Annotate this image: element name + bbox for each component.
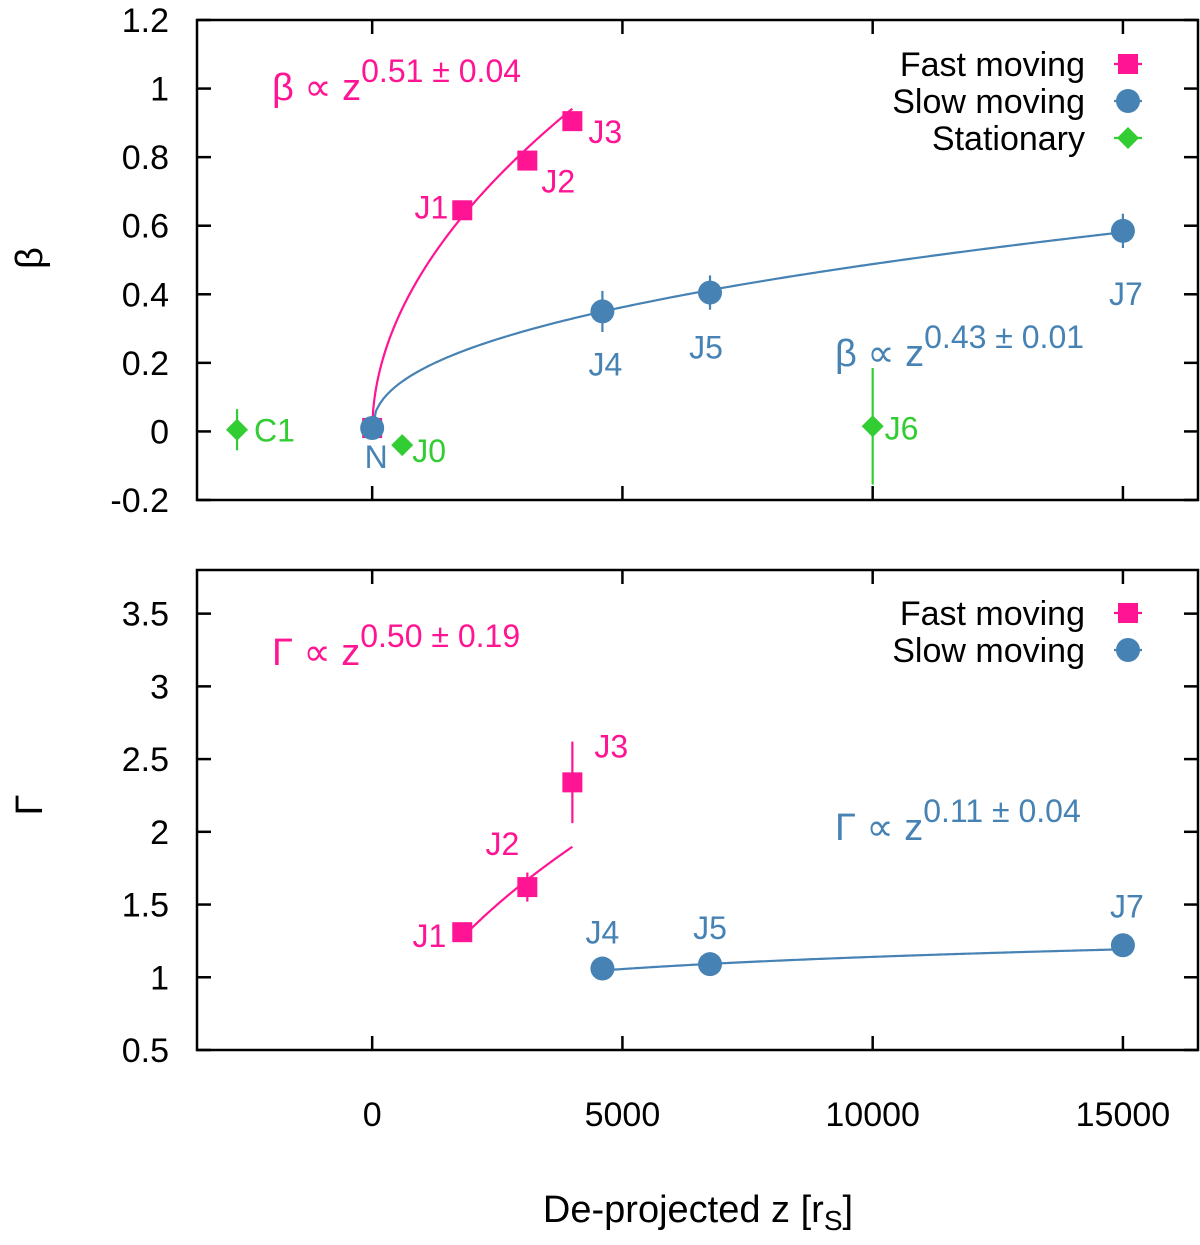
y-tick-label: 0.5: [122, 1032, 169, 1070]
y-tick-label: 1: [150, 71, 169, 109]
legend-label-stationary: Stationary: [932, 120, 1085, 158]
gamma-panel-frame: [195, 568, 1200, 1052]
legend-label-slow-moving: Slow moving: [892, 632, 1085, 670]
y-tick-label: 1: [150, 959, 169, 997]
y-tick-label: 3.5: [122, 596, 169, 634]
fit-curve-slow-moving: [602, 948, 1123, 972]
y-tick-label: 0.4: [122, 276, 169, 314]
series-stationary: C1 J0 J6: [226, 368, 918, 485]
legend-marker-slow-moving: [1116, 89, 1140, 113]
point-j6: [861, 415, 884, 438]
series-fast-moving: J1 J2 J3 Γ ∝ z0.50 ± 0.19: [272, 618, 628, 954]
legend-marker-stationary: [1117, 127, 1139, 149]
fit-label-base: Γ ∝ z: [835, 807, 923, 849]
point-j4: [590, 956, 615, 981]
fit-label-exponent: 0.51 ± 0.04: [361, 53, 521, 89]
legend-marker-slow-moving: [1116, 638, 1140, 662]
point-j3: [562, 772, 583, 793]
y-tick-label: 0: [150, 413, 169, 451]
point-j1: [452, 922, 473, 943]
point-j5: [698, 952, 723, 977]
gamma-panel-y-axis-title: Γ: [9, 795, 51, 816]
point-label-j7: J7: [1110, 888, 1144, 924]
point-label-j1: J1: [414, 189, 448, 225]
series-fast-moving: J1 J2 J3 β ∝ z0.51 ± 0.04: [272, 53, 622, 438]
point-label-j5: J5: [689, 330, 723, 366]
y-tick-label: 1.2: [122, 2, 169, 40]
fit-label-exponent: 0.43 ± 0.01: [924, 319, 1084, 355]
point-j2: [517, 877, 538, 898]
fit-label-slow-moving: β ∝ z0.43 ± 0.01: [835, 319, 1084, 375]
point-label-j7: J7: [1109, 276, 1143, 312]
y-tick-label: 3: [150, 668, 169, 706]
fit-label-exponent: 0.11 ± 0.04: [923, 793, 1081, 829]
x-tick-label: 5000: [585, 1096, 661, 1134]
fit-label-base: β ∝ z: [835, 333, 924, 375]
point-j1: [452, 200, 473, 221]
point-label-j5: J5: [693, 910, 727, 946]
fit-label-base: β ∝ z: [272, 67, 361, 109]
point-j0: [391, 434, 414, 457]
fit-label-fast-moving: Γ ∝ z0.50 ± 0.19: [272, 618, 520, 674]
series-slow-moving: N J4 J5 J7 β ∝ z0.43 ± 0.01: [360, 213, 1143, 475]
x-axis-title-base: De-projected z [r: [543, 1189, 824, 1231]
point-label-j2: J2: [486, 826, 520, 862]
point-label-n: N: [365, 439, 388, 475]
point-j2: [517, 150, 538, 171]
fit-curve-fast-moving: [461, 845, 573, 939]
fit-label-base: Γ ∝ z: [272, 632, 360, 674]
series-slow-moving: J4 J5 J7 Γ ∝ z0.11 ± 0.04: [586, 793, 1144, 981]
point-j7: [1110, 218, 1135, 243]
legend-marker-fast-moving: [1118, 603, 1138, 623]
point-j4: [590, 299, 615, 324]
point-label-j3: J3: [588, 114, 622, 150]
y-tick-label: 0.2: [122, 345, 169, 383]
legend-marker-fast-moving: [1118, 54, 1138, 74]
fit-curve-fast-moving: [371, 107, 574, 432]
point-label-c1: C1: [254, 413, 295, 449]
fit-label-slow-moving: Γ ∝ z0.11 ± 0.04: [835, 793, 1081, 849]
legend-label-slow-moving: Slow moving: [892, 83, 1085, 121]
point-label-j3: J3: [594, 728, 628, 764]
point-j5: [698, 280, 723, 305]
point-label-j0: J0: [412, 433, 446, 469]
fit-curve-slow-moving: [371, 231, 1124, 432]
point-label-j1: J1: [412, 918, 446, 954]
beta-panel-frame: [195, 18, 1200, 502]
gamma-panel: 0.5 1 1.5 2 2.5 3 3.5 0 5000 10000 15000 Γ J1 J2 J3 Γ ∝…: [9, 568, 1200, 1134]
legend-label-fast-moving: Fast moving: [900, 595, 1085, 633]
point-label-j4: J4: [589, 346, 623, 382]
point-label-j6: J6: [885, 410, 919, 446]
point-n: [360, 416, 385, 440]
x-axis-title-sub: S: [824, 1205, 843, 1236]
point-label-j2: J2: [541, 164, 575, 200]
fit-label-exponent: 0.50 ± 0.19: [360, 618, 520, 654]
y-tick-label: 0.8: [122, 139, 169, 177]
fit-label-fast-moving: β ∝ z0.51 ± 0.04: [272, 53, 521, 109]
point-j7: [1110, 933, 1135, 958]
x-tick-label: 15000: [1076, 1096, 1171, 1134]
y-tick-label: 0.6: [122, 208, 169, 246]
beta-panel-y-axis-title: β: [9, 247, 51, 269]
y-tick-label: -0.2: [110, 482, 169, 520]
point-label-j4: J4: [586, 915, 620, 951]
y-tick-label: 2: [150, 814, 169, 852]
x-axis-title-end: ]: [843, 1189, 854, 1231]
y-tick-label: 1.5: [122, 887, 169, 925]
point-c1: [226, 418, 249, 441]
legend-label-fast-moving: Fast moving: [900, 46, 1085, 84]
y-tick-label: 2.5: [122, 741, 169, 779]
x-tick-label: 0: [363, 1096, 382, 1134]
x-tick-label: 10000: [825, 1096, 920, 1134]
x-axis-title: De-projected z [rS]: [543, 1189, 853, 1236]
point-j3: [562, 111, 583, 132]
